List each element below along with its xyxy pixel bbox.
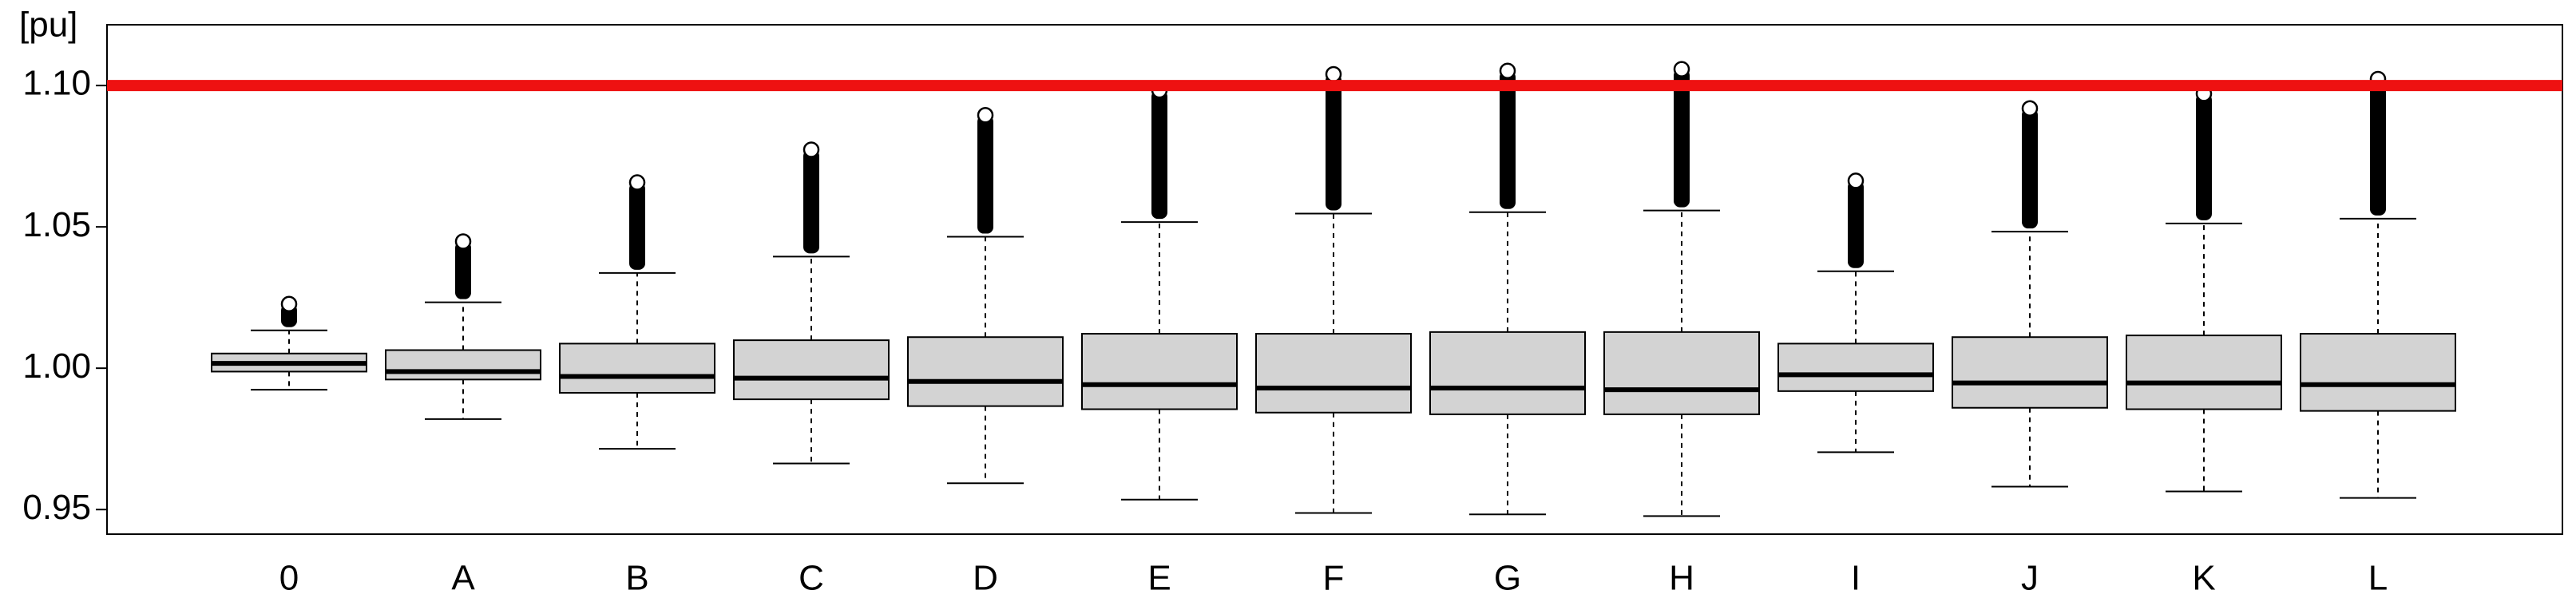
- box: [2300, 332, 2456, 412]
- x-tick-label: C: [799, 559, 824, 598]
- x-tick-label: L: [2368, 559, 2388, 598]
- y-tick-label: 1.00: [22, 347, 91, 386]
- outlier-band: [455, 241, 471, 299]
- x-tick-label: F: [1323, 559, 1345, 598]
- outlier-band: [1674, 69, 1690, 208]
- y-tick-label: 1.10: [22, 64, 91, 103]
- box: [907, 336, 1064, 407]
- outlier-band: [803, 149, 819, 254]
- box: [559, 343, 715, 394]
- x-tick-label: J: [2021, 559, 2039, 598]
- x-tick-label: B: [625, 559, 648, 598]
- x-tick-label: H: [1669, 559, 1694, 598]
- x-tick-label: 0: [279, 559, 299, 598]
- outlier-band: [1848, 180, 1864, 268]
- box: [1255, 332, 1412, 414]
- outlier-max: [1847, 172, 1865, 189]
- outlier-band: [2370, 78, 2386, 216]
- outlier-band: [2196, 93, 2212, 220]
- box: [1603, 331, 1760, 415]
- box: [2126, 335, 2282, 410]
- outlier-band: [1326, 73, 1342, 211]
- outlier-max: [1325, 65, 1342, 83]
- box: [1777, 343, 1934, 392]
- x-tick-label: D: [973, 559, 998, 598]
- outlier-max: [803, 141, 820, 158]
- outlier-band: [629, 182, 645, 270]
- box: [1429, 331, 1586, 415]
- box: [1081, 332, 1238, 410]
- outlier-band: [1500, 70, 1516, 209]
- box: [385, 349, 541, 381]
- outlier-band: [1151, 90, 1167, 220]
- outlier-max: [1499, 62, 1516, 79]
- outlier-max: [2021, 100, 2039, 117]
- outlier-max: [1673, 61, 1690, 77]
- box: [733, 339, 890, 401]
- plot-frame: [106, 24, 2563, 535]
- x-tick-label: A: [451, 559, 475, 598]
- outlier-max: [977, 107, 994, 124]
- y-axis-label: [pu]: [19, 6, 77, 45]
- outlier-band: [977, 115, 993, 234]
- x-tick-label: I: [1851, 559, 1861, 598]
- y-tick-label: 1.05: [22, 205, 91, 244]
- box: [1952, 336, 2108, 409]
- outlier-band: [2022, 108, 2038, 229]
- x-tick-label: G: [1494, 559, 1521, 598]
- outlier-max: [454, 233, 472, 250]
- outlier-max: [628, 174, 646, 191]
- x-tick-label: K: [2192, 559, 2215, 598]
- outlier-max: [280, 295, 298, 313]
- y-tick-label: 0.95: [22, 488, 91, 527]
- x-tick-label: E: [1147, 559, 1171, 598]
